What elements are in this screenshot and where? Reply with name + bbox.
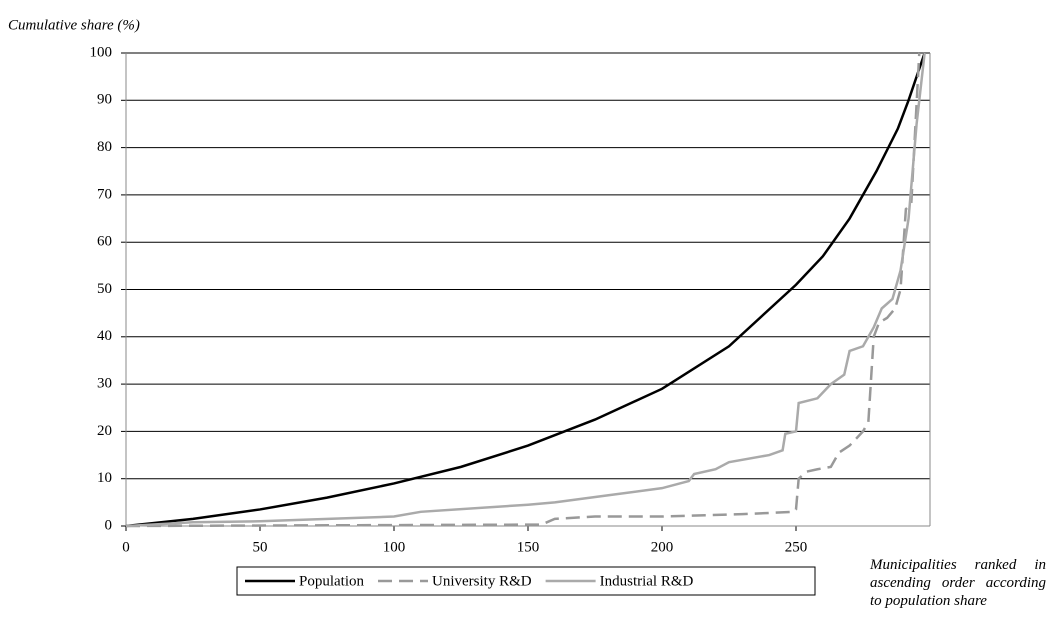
y-tick-label: 10 [97,470,112,486]
legend-box [236,566,816,596]
series-line [125,52,921,528]
x-tick-label: 200 [651,539,674,555]
y-tick-label: 30 [97,376,112,392]
y-axis-label: Cumulative share (%) [8,17,140,33]
y-tick-label: 50 [97,281,112,297]
x-tick-label: 100 [383,539,406,555]
y-tick-label: 20 [97,423,112,439]
y-tick-label: 60 [97,234,112,250]
legend-label: Population [299,573,365,589]
legend-label: Industrial R&D [600,573,694,589]
x-tick-label: 150 [517,539,540,555]
y-tick-label: 90 [97,92,112,108]
series-line [125,52,926,528]
y-tick-label: 100 [90,44,113,60]
x-tick-label: 250 [785,539,808,555]
y-tick-label: 80 [97,139,112,155]
x-tick-label: 50 [253,539,268,555]
legend-label: University R&D [432,573,532,589]
x-axis-label: Municipalities ranked in ascending order… [870,557,1046,609]
x-tick-label: 0 [122,539,130,555]
y-tick-label: 0 [105,517,113,533]
y-tick-label: 40 [97,328,112,344]
series-line [125,52,926,528]
y-tick-label: 70 [97,186,112,202]
